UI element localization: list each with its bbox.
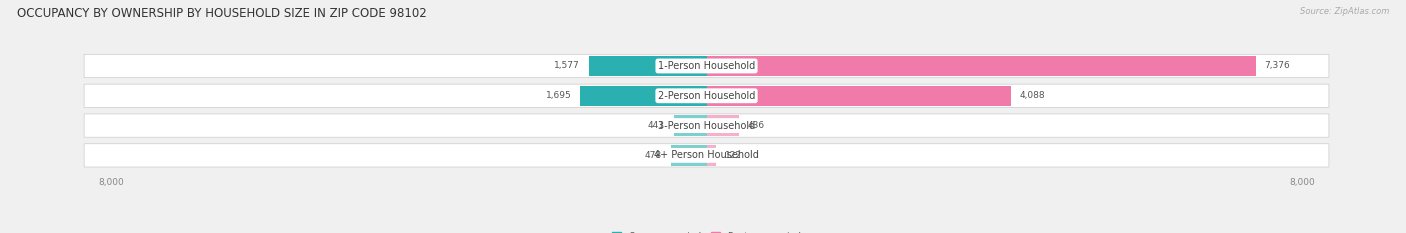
Text: 122: 122 [724, 151, 741, 160]
Bar [581, 86, 707, 106]
Bar [589, 56, 707, 76]
Bar [671, 145, 707, 165]
Text: 1-Person Household: 1-Person Household [658, 61, 755, 71]
Text: 478: 478 [645, 151, 662, 160]
Text: 3-Person Household: 3-Person Household [658, 120, 755, 130]
Text: 7,376: 7,376 [1264, 62, 1291, 70]
Bar [707, 115, 740, 136]
Bar [707, 56, 1256, 76]
Text: 441: 441 [648, 121, 665, 130]
Text: 4,088: 4,088 [1019, 91, 1046, 100]
Text: 4+ Person Household: 4+ Person Household [654, 150, 759, 160]
Bar [673, 115, 707, 136]
Text: 2-Person Household: 2-Person Household [658, 91, 755, 101]
Bar [707, 145, 716, 165]
FancyBboxPatch shape [84, 144, 1329, 167]
Text: 1,577: 1,577 [554, 62, 581, 70]
Text: 1,695: 1,695 [546, 91, 571, 100]
Text: OCCUPANCY BY OWNERSHIP BY HOUSEHOLD SIZE IN ZIP CODE 98102: OCCUPANCY BY OWNERSHIP BY HOUSEHOLD SIZE… [17, 7, 426, 20]
Text: Source: ZipAtlas.com: Source: ZipAtlas.com [1299, 7, 1389, 16]
Legend: Owner-occupied, Renter-occupied: Owner-occupied, Renter-occupied [612, 232, 801, 233]
FancyBboxPatch shape [84, 54, 1329, 78]
Bar [707, 86, 1011, 106]
FancyBboxPatch shape [84, 84, 1329, 107]
FancyBboxPatch shape [84, 114, 1329, 137]
Text: 436: 436 [748, 121, 765, 130]
